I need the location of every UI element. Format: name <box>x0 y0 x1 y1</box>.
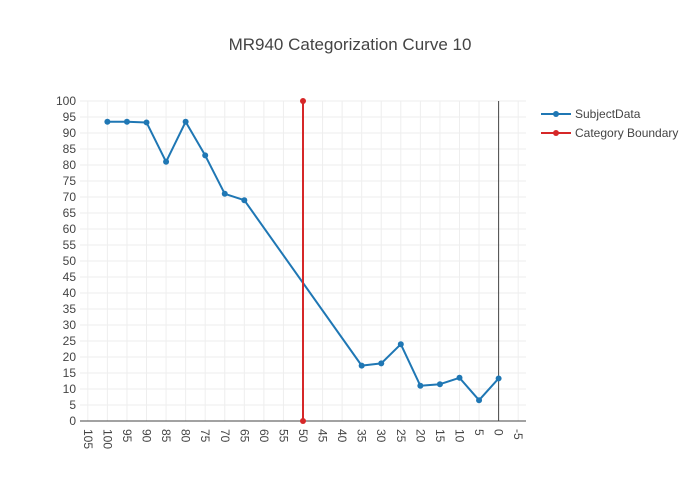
chart-title: MR940 Categorization Curve 10 <box>229 35 472 54</box>
x-tick-label: 75 <box>198 429 212 443</box>
x-tick-label: -5 <box>511 429 525 440</box>
y-tick-label: 100 <box>56 94 76 108</box>
data-point[interactable] <box>358 362 365 369</box>
y-tick-label: 95 <box>63 110 77 124</box>
x-tick-label: 50 <box>296 429 310 443</box>
x-tick-label: 100 <box>100 429 114 449</box>
legend-item[interactable]: SubjectData <box>541 107 641 121</box>
legend-item[interactable]: Category Boundary <box>541 126 678 140</box>
x-tick-label: 60 <box>257 429 271 443</box>
x-tick-label: 40 <box>335 429 349 443</box>
data-point[interactable] <box>182 118 189 125</box>
series-layer <box>104 98 502 424</box>
x-tick-label: 45 <box>316 429 330 443</box>
y-tick-label: 60 <box>63 222 77 236</box>
y-tick-label: 25 <box>63 334 77 348</box>
data-point[interactable] <box>456 374 463 381</box>
data-point[interactable] <box>436 381 443 388</box>
y-tick-label: 90 <box>63 126 77 140</box>
y-tick-label: 45 <box>63 270 77 284</box>
data-point[interactable] <box>221 190 228 197</box>
data-point[interactable] <box>163 158 170 165</box>
y-tick-label: 5 <box>69 398 76 412</box>
data-point[interactable] <box>123 118 130 125</box>
x-tick-label: 85 <box>159 429 173 443</box>
x-tick-label: 80 <box>179 429 193 443</box>
legend-label: Category Boundary <box>575 126 678 140</box>
x-tick-label: 15 <box>433 429 447 443</box>
y-tick-label: 20 <box>63 350 77 364</box>
x-tick-label: 5 <box>472 429 486 436</box>
y-tick-label: 80 <box>63 158 77 172</box>
y-tick-label: 50 <box>63 254 77 268</box>
x-tick-label: 30 <box>374 429 388 443</box>
x-tick-label: 0 <box>492 429 506 436</box>
y-tick-label: 30 <box>63 318 77 332</box>
y-tick-label: 55 <box>63 238 77 252</box>
x-tick-label: 10 <box>452 429 466 443</box>
y-tick-label: 0 <box>69 414 76 428</box>
data-point[interactable] <box>495 375 502 382</box>
y-tick-label: 10 <box>63 382 77 396</box>
data-point[interactable] <box>397 341 404 348</box>
y-tick-label: 70 <box>63 190 77 204</box>
x-tick-label: 95 <box>120 429 134 443</box>
x-tick-label: 25 <box>394 429 408 443</box>
y-tick-label: 40 <box>63 286 77 300</box>
y-tick-label: 35 <box>63 302 77 316</box>
series-category-boundary <box>300 98 306 424</box>
x-tick-label: 105 <box>81 429 95 449</box>
data-point[interactable] <box>241 197 248 204</box>
y-tick-label: 85 <box>63 142 77 156</box>
x-tick-label: 20 <box>413 429 427 443</box>
data-point[interactable] <box>378 360 385 367</box>
legend-label: SubjectData <box>575 107 641 121</box>
legend[interactable]: SubjectData Category Boundary <box>541 107 678 140</box>
data-point[interactable] <box>300 98 306 104</box>
legend-marker-icon <box>553 111 559 117</box>
x-tick-label: 55 <box>276 429 290 443</box>
data-point[interactable] <box>476 397 483 404</box>
y-tick-label: 75 <box>63 174 77 188</box>
data-point[interactable] <box>104 118 111 125</box>
x-tick-label: 90 <box>140 429 154 443</box>
x-tick-label: 35 <box>355 429 369 443</box>
data-point[interactable] <box>300 418 306 424</box>
y-tick-label: 15 <box>63 366 77 380</box>
series-subjectdata <box>104 118 502 404</box>
data-point[interactable] <box>202 152 209 159</box>
data-point[interactable] <box>143 119 150 126</box>
x-tick-label: 65 <box>237 429 251 443</box>
x-tick-label: 70 <box>218 429 232 443</box>
legend-marker-icon <box>553 130 559 136</box>
axes: 0510152025303540455055606570758085909510… <box>56 94 526 449</box>
data-point[interactable] <box>417 382 424 389</box>
y-tick-label: 65 <box>63 206 77 220</box>
